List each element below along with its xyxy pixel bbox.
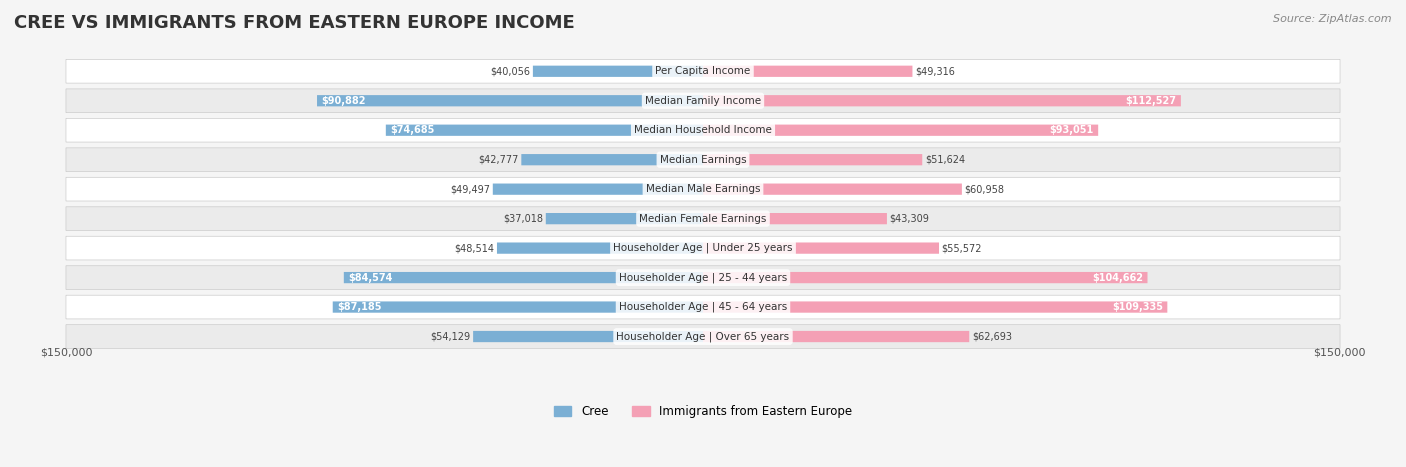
Text: Median Household Income: Median Household Income	[634, 125, 772, 135]
FancyBboxPatch shape	[703, 66, 912, 77]
Text: $150,000: $150,000	[41, 348, 93, 358]
Text: $74,685: $74,685	[389, 125, 434, 135]
Text: $49,497: $49,497	[450, 184, 491, 194]
Text: $55,572: $55,572	[942, 243, 981, 253]
Text: $60,958: $60,958	[965, 184, 1004, 194]
FancyBboxPatch shape	[66, 266, 1340, 290]
Text: $84,574: $84,574	[349, 273, 392, 283]
Text: $93,051: $93,051	[1050, 125, 1094, 135]
Text: $42,777: $42,777	[478, 155, 519, 165]
FancyBboxPatch shape	[703, 242, 939, 254]
Text: Per Capita Income: Per Capita Income	[655, 66, 751, 76]
Legend: Cree, Immigrants from Eastern Europe: Cree, Immigrants from Eastern Europe	[548, 401, 858, 423]
Text: $62,693: $62,693	[972, 332, 1012, 341]
FancyBboxPatch shape	[66, 177, 1340, 201]
FancyBboxPatch shape	[703, 95, 1181, 106]
Text: $109,335: $109,335	[1112, 302, 1163, 312]
Text: $104,662: $104,662	[1092, 273, 1143, 283]
Text: $49,316: $49,316	[915, 66, 955, 76]
FancyBboxPatch shape	[66, 59, 1340, 83]
Text: $48,514: $48,514	[454, 243, 495, 253]
FancyBboxPatch shape	[333, 301, 703, 313]
Text: Median Earnings: Median Earnings	[659, 155, 747, 165]
FancyBboxPatch shape	[703, 272, 1147, 283]
Text: $150,000: $150,000	[1313, 348, 1365, 358]
Text: $90,882: $90,882	[322, 96, 366, 106]
Text: Householder Age | Under 25 years: Householder Age | Under 25 years	[613, 243, 793, 254]
FancyBboxPatch shape	[496, 242, 703, 254]
FancyBboxPatch shape	[522, 154, 703, 165]
Text: $54,129: $54,129	[430, 332, 471, 341]
FancyBboxPatch shape	[66, 148, 1340, 171]
FancyBboxPatch shape	[546, 213, 703, 224]
Text: Median Female Earnings: Median Female Earnings	[640, 213, 766, 224]
Text: $37,018: $37,018	[503, 213, 543, 224]
FancyBboxPatch shape	[66, 207, 1340, 231]
FancyBboxPatch shape	[703, 154, 922, 165]
Text: Source: ZipAtlas.com: Source: ZipAtlas.com	[1274, 14, 1392, 24]
Text: $43,309: $43,309	[890, 213, 929, 224]
Text: Householder Age | 25 - 44 years: Householder Age | 25 - 44 years	[619, 272, 787, 283]
FancyBboxPatch shape	[703, 184, 962, 195]
Text: Householder Age | Over 65 years: Householder Age | Over 65 years	[616, 331, 790, 342]
Text: CREE VS IMMIGRANTS FROM EASTERN EUROPE INCOME: CREE VS IMMIGRANTS FROM EASTERN EUROPE I…	[14, 14, 575, 32]
Text: Median Family Income: Median Family Income	[645, 96, 761, 106]
FancyBboxPatch shape	[66, 89, 1340, 113]
FancyBboxPatch shape	[703, 125, 1098, 136]
Text: $112,527: $112,527	[1126, 96, 1177, 106]
FancyBboxPatch shape	[66, 325, 1340, 348]
FancyBboxPatch shape	[385, 125, 703, 136]
FancyBboxPatch shape	[66, 118, 1340, 142]
Text: $51,624: $51,624	[925, 155, 965, 165]
FancyBboxPatch shape	[316, 95, 703, 106]
FancyBboxPatch shape	[66, 295, 1340, 319]
Text: Householder Age | 45 - 64 years: Householder Age | 45 - 64 years	[619, 302, 787, 312]
FancyBboxPatch shape	[66, 236, 1340, 260]
Text: $87,185: $87,185	[337, 302, 381, 312]
Text: Median Male Earnings: Median Male Earnings	[645, 184, 761, 194]
FancyBboxPatch shape	[703, 301, 1167, 313]
FancyBboxPatch shape	[703, 331, 969, 342]
FancyBboxPatch shape	[703, 213, 887, 224]
FancyBboxPatch shape	[344, 272, 703, 283]
FancyBboxPatch shape	[533, 66, 703, 77]
Text: $40,056: $40,056	[491, 66, 530, 76]
FancyBboxPatch shape	[492, 184, 703, 195]
FancyBboxPatch shape	[472, 331, 703, 342]
